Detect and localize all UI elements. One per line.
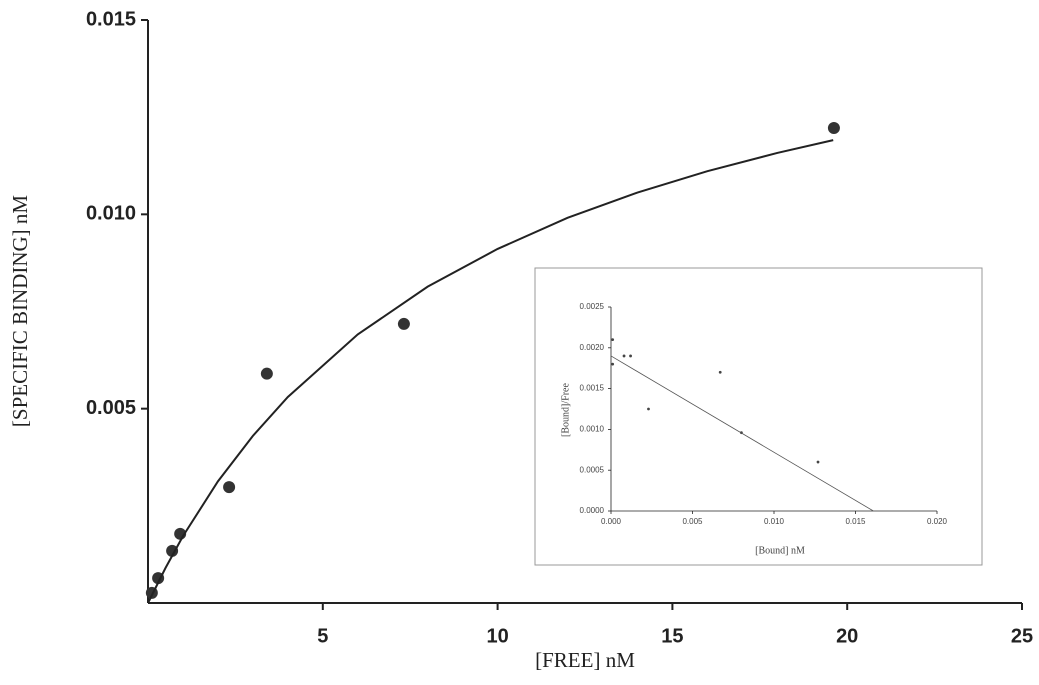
- data-point: [817, 461, 820, 464]
- x-tick-label: 5: [317, 625, 328, 647]
- y-tick-label: 0.0025: [580, 302, 605, 311]
- figure: 5 10 15 20 25 0.005 0.010 0.015 [FREE] nM [SPECIF…: [0, 0, 1039, 685]
- x-tick-label: 0.010: [764, 517, 785, 526]
- data-point: [398, 318, 410, 330]
- x-axis-label: [Bound] nM: [755, 545, 805, 556]
- x-tick-label: 0.020: [927, 517, 948, 526]
- y-tick-label: 0.015: [86, 8, 136, 30]
- y-axis-label: [Bound]/Free: [560, 383, 571, 437]
- data-point: [629, 355, 632, 358]
- data-point: [647, 408, 650, 411]
- data-point: [719, 371, 722, 374]
- x-tick-label: 0.015: [845, 517, 866, 526]
- x-axis-label: [FREE] nM: [535, 648, 635, 672]
- x-tick-label: 15: [661, 625, 683, 647]
- y-axis-label: [SPECIFIC BINDING] nM: [8, 195, 32, 428]
- y-tick-label: 0.0015: [580, 384, 605, 393]
- data-point: [261, 368, 273, 380]
- y-tick-label: 0.0005: [580, 465, 605, 474]
- y-tick-label: 0.0010: [580, 425, 605, 434]
- x-tick-label: 0.005: [682, 517, 703, 526]
- x-tick-label: 20: [836, 625, 858, 647]
- x-tick-label: 25: [1011, 625, 1033, 647]
- y-tick-label: 0.0000: [580, 506, 605, 515]
- data-point: [611, 338, 614, 341]
- x-tick-label: 0.000: [601, 517, 622, 526]
- y-tick-label: 0.005: [86, 397, 136, 419]
- x-tick-label: 10: [486, 625, 508, 647]
- y-tick-label: 0.010: [86, 203, 136, 225]
- data-point: [611, 363, 614, 366]
- data-point: [223, 481, 235, 493]
- data-point: [623, 355, 626, 358]
- y-tick-label: 0.0020: [580, 343, 605, 352]
- data-point: [828, 122, 840, 134]
